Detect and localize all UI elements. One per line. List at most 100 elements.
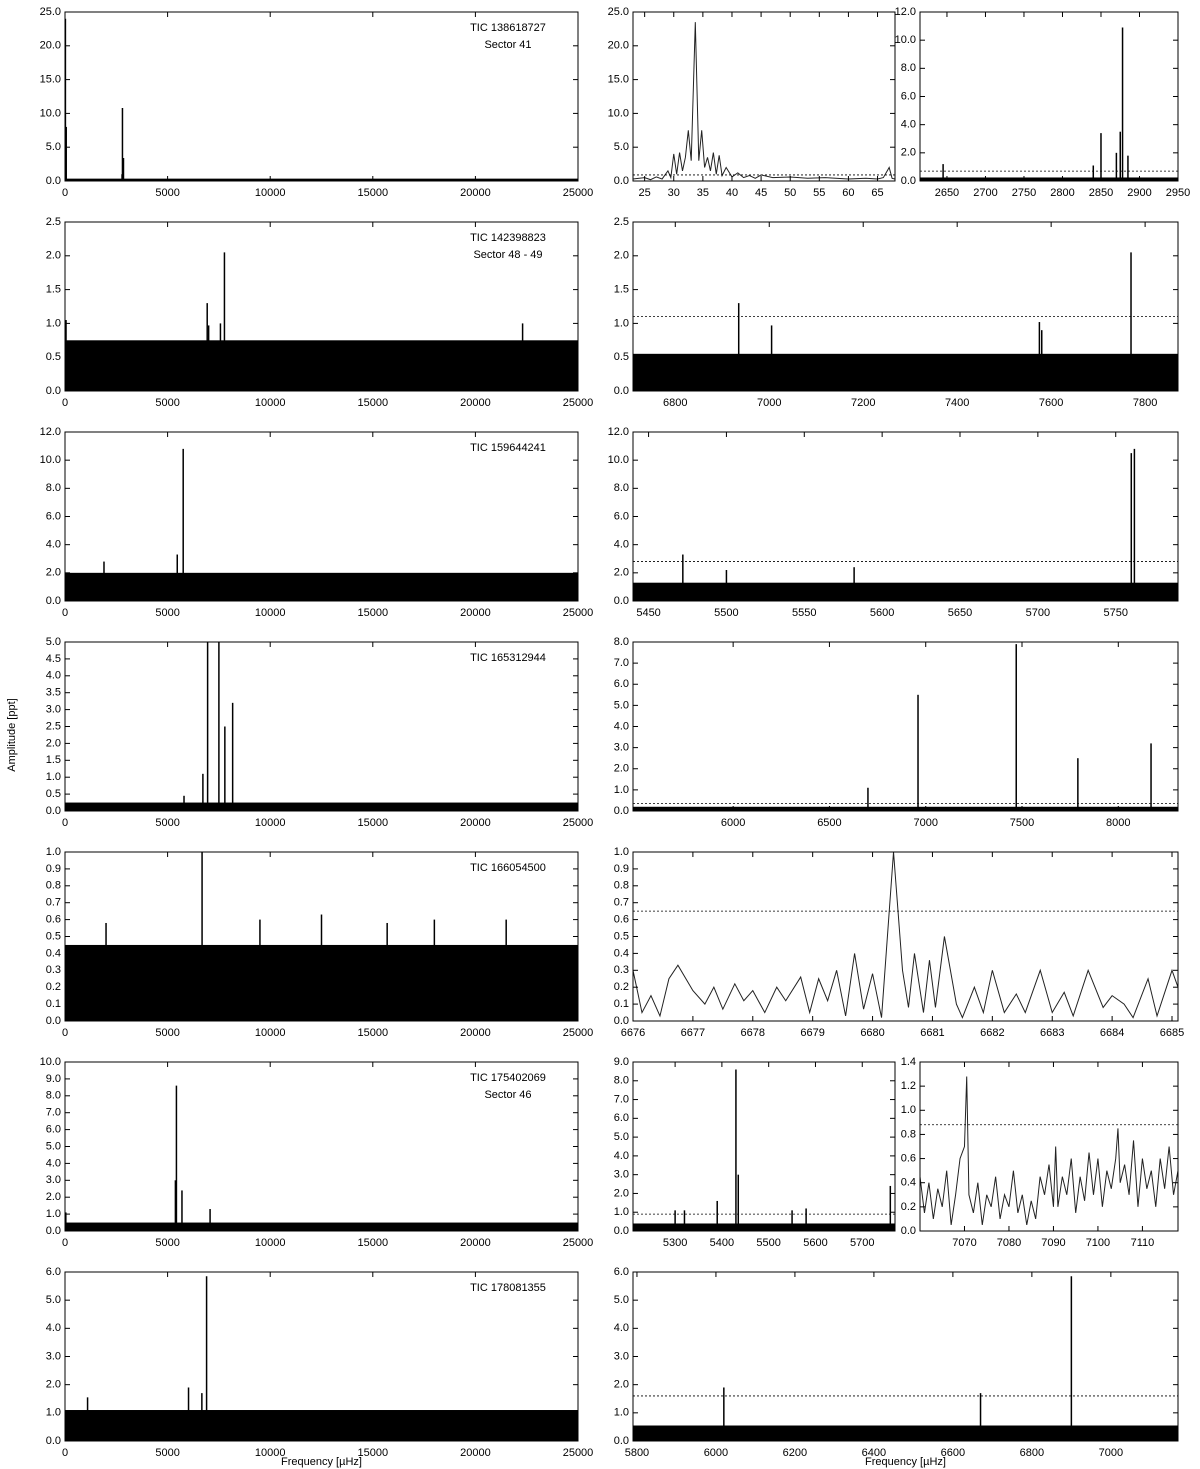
frame [64,851,579,1022]
x-tick-label: 5650 [948,607,972,619]
x-tick-label: 45 [755,187,767,199]
y-tick-label: 10.0 [895,34,916,46]
x-tick-label: 5800 [625,1447,649,1459]
x-tick-label: 6676 [621,1027,645,1039]
x-tick-label: 7200 [851,397,875,409]
plot-area [633,448,1178,601]
y-tick-label: 0.7 [46,897,61,909]
x-tick-label: 10000 [255,607,286,619]
y-tick-label: 25.0 [608,6,629,18]
panel: 0.0 2.0 4.0 6.0 8.0 10.0 12.0 2650 2700 2750 2800 2… [895,6,1191,199]
y-tick-label: 10.0 [40,454,61,466]
y-tick-label: 1.5 [46,754,61,766]
y-tick-label: 0.5 [46,788,61,800]
y-tick-label: 10.0 [608,107,629,119]
x-tick-label: 0 [62,187,68,199]
y-tick-label: 0.6 [614,914,629,926]
x-tick-label: 25 [639,187,651,199]
y-tick-label: 1.2 [901,1080,916,1092]
noise-band [633,353,1178,391]
plot-area [633,252,1178,391]
y-tick-label: 10.0 [608,454,629,466]
frame [632,431,1179,602]
y-axis-label: Amplitude [ppt] [6,698,18,771]
y-tick-label: 8.0 [614,1075,629,1087]
panel-subtitle: Sector 48 - 49 [473,249,542,261]
plot-area [65,852,578,1021]
y-tick-label: 2.0 [614,1187,629,1199]
y-tick-label: 6.0 [901,90,916,102]
noise-band [633,1223,895,1231]
plot-area [920,1076,1178,1226]
x-tick-label: 5000 [155,1027,179,1039]
y-tick-label: 0.2 [901,1201,916,1213]
y-tick-label: 4.0 [46,670,61,682]
frame [64,641,579,812]
panel-title: TIC 142398823 [470,232,546,244]
spectrum-line [633,22,895,181]
y-tick-label: 0.0 [614,1015,629,1027]
x-tick-label: 0 [62,1027,68,1039]
x-tick-label: 5750 [1103,607,1127,619]
y-tick-label: 10.0 [40,107,61,119]
y-tick-label: 0.6 [901,1152,916,1164]
y-tick-label: 1.5 [46,284,61,296]
y-tick-label: 6.0 [46,510,61,522]
y-tick-label: 1.0 [46,771,61,783]
x-tick-label: 5000 [155,397,179,409]
y-tick-label: 7.0 [46,1107,61,1119]
y-tick-label: 0.1 [614,998,629,1010]
y-tick-label: 2.0 [901,147,916,159]
y-tick-label: 2.5 [46,216,61,228]
x-tick-label: 25000 [563,607,594,619]
y-tick-label: 5.0 [46,636,61,648]
y-tick-label: 2.5 [614,216,629,228]
y-tick-label: 0.4 [901,1177,916,1189]
x-tick-label: 5000 [155,187,179,199]
frame [632,641,1179,812]
panel: 0.0 0.1 0.2 0.3 0.4 0.5 0.6 0.7 0.8 0.9 1.0 0 5000 10… [46,846,594,1039]
panel: 0.0 1.0 2.0 3.0 4.0 5.0 6.0 5800 6000 6200 6400 660… [614,1266,1179,1468]
x-tick-label: 25000 [563,817,594,829]
x-tick-label: 5500 [714,607,738,619]
panel: 0.0 0.5 1.0 1.5 2.0 2.5 0 5000 10000 15000 20000 25… [46,216,594,409]
x-tick-label: 6600 [941,1447,965,1459]
frame [632,851,1179,1022]
panel-title: TIC 178081355 [470,1282,546,1294]
y-tick-label: 0.2 [614,981,629,993]
spectrum-line [633,852,1178,1019]
y-tick-label: 2.0 [614,763,629,775]
frame [64,1061,579,1232]
panel: 0.0 0.2 0.4 0.6 0.8 1.0 1.2 1.4 7070 7080 7090 7100… [901,1056,1179,1249]
y-tick-label: 2.0 [614,1379,629,1391]
x-tick-label: 5000 [155,607,179,619]
y-tick-label: 0.6 [46,914,61,926]
x-tick-label: 35 [697,187,709,199]
x-tick-label: 0 [62,607,68,619]
x-tick-label: 6500 [817,817,841,829]
y-tick-label: 0.8 [901,1128,916,1140]
plot-area [920,27,1178,181]
x-tick-label: 5000 [155,1447,179,1459]
x-tick-label: 15000 [358,187,389,199]
y-tick-label: 0.0 [901,1225,916,1237]
panel: 0.0 1.0 2.0 3.0 4.0 5.0 6.0 7.0 8.0 9.0 5300 5400 55… [614,1056,896,1249]
y-tick-label: 6.0 [46,1124,61,1136]
y-tick-label: 0.9 [46,863,61,875]
x-tick-label: 2750 [1012,187,1036,199]
y-tick-label: 1.0 [46,1407,61,1419]
y-tick-label: 5.0 [46,1140,61,1152]
x-tick-label: 10000 [255,187,286,199]
y-tick-label: 3.5 [46,687,61,699]
noise-band [65,802,578,811]
y-tick-label: 0.0 [46,1435,61,1447]
y-tick-label: 8.0 [614,636,629,648]
y-tick-label: 6.0 [614,678,629,690]
x-tick-label: 15000 [358,397,389,409]
y-tick-label: 3.0 [614,742,629,754]
y-tick-label: 2.0 [46,567,61,579]
y-tick-label: 0.5 [614,930,629,942]
y-tick-label: 0.0 [901,175,916,187]
x-tick-label: 2800 [1050,187,1074,199]
x-tick-label: 10000 [255,817,286,829]
